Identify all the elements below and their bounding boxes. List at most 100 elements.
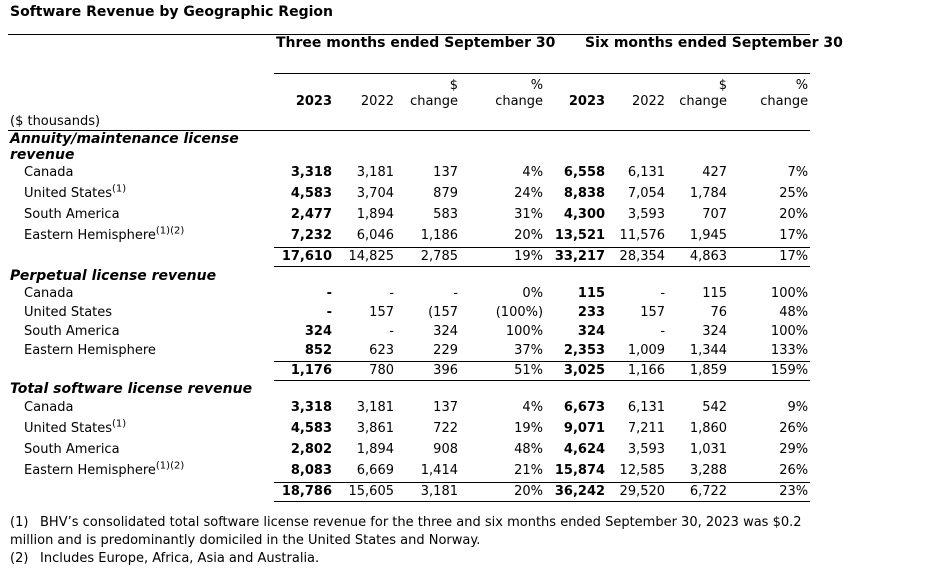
table-cell: 115 <box>702 286 728 301</box>
table-cell: 26% <box>779 420 809 436</box>
col-dollar-change-three: $ change <box>396 73 460 110</box>
table-row: United States(1) 4,583 3,704 879 24% 8,838 7,0… <box>8 182 810 205</box>
table-cell: 4,624 <box>563 441 606 457</box>
table-cell: 324 <box>304 324 332 339</box>
row-label: Eastern Hemisphere <box>24 343 156 359</box>
unit-row: ($ thousands) <box>8 110 810 131</box>
total-cell: 17,610 <box>274 247 334 267</box>
total-cell: 33,217 <box>545 247 608 267</box>
table-cell: 6,558 <box>563 164 606 180</box>
total-cell: 19% <box>460 247 546 267</box>
table-cell: 324 <box>433 324 458 339</box>
total-row: 18,786 15,605 3,181 20% 36,242 29,520 6,722 23% <box>8 482 811 502</box>
table-cell: 7,232 <box>274 224 334 248</box>
table-cell: 24% <box>514 185 544 201</box>
row-label: South America <box>24 206 120 222</box>
total-cell: 28,354 <box>607 247 668 267</box>
table-cell: 233 <box>577 305 606 320</box>
table-cell: 157 <box>369 305 394 320</box>
footnote-mark: (2) <box>10 551 29 566</box>
table-row: Canada 3,318 3,181 137 4% 6,673 6,131 542 9% <box>8 398 810 417</box>
table-cell: 1,344 <box>667 341 730 362</box>
table-cell: 623 <box>334 341 396 362</box>
table-cell: 879 <box>433 185 458 201</box>
table-cell: 229 <box>396 341 460 362</box>
footnote-reference: (1) <box>112 183 127 195</box>
table-cell: 4% <box>522 164 544 180</box>
table-cell: 427 <box>702 164 728 180</box>
table-cell: 76 <box>710 305 728 320</box>
period-three-months: Three months ended September 30 <box>274 34 555 74</box>
table-cell: 1,784 <box>689 185 728 201</box>
footnote-text: BHV’s consolidated total software licens… <box>10 515 802 548</box>
footnote: (2) Includes Europe, Africa, Asia and Aus… <box>10 550 810 568</box>
row-label: South America <box>24 441 120 457</box>
table-cell: - <box>389 286 394 301</box>
footnote-reference: (1) <box>112 418 127 430</box>
software-revenue-table: Three months ended September 30 Six mont… <box>8 34 843 502</box>
table-cell: 722 <box>433 420 458 436</box>
table-cell: 29% <box>779 441 809 457</box>
table-cell: 908 <box>433 441 458 457</box>
total-cell: 1,166 <box>607 361 668 381</box>
table-cell: 8,838 <box>563 185 606 201</box>
total-cell: 4,863 <box>667 247 730 267</box>
table-cell: - <box>453 286 458 301</box>
table-row: Canada 3,318 3,181 137 4% 6,558 6,131 427 7% <box>8 163 810 182</box>
table-cell: 48% <box>779 305 809 320</box>
footnote-text: Includes Europe, Africa, Asia and Austra… <box>40 551 320 566</box>
table-cell: 583 <box>433 206 458 222</box>
table-cell: - <box>660 286 666 301</box>
total-cell: 15,605 <box>334 482 396 502</box>
table-cell: 1,186 <box>396 224 460 248</box>
period-six-months: Six months ended September 30 <box>545 34 843 74</box>
table-cell: 3,593 <box>627 206 666 222</box>
footnotes: (1) BHV’s consolidated total software lic… <box>10 514 810 568</box>
table-cell: 7% <box>787 164 809 180</box>
table-cell: 3,181 <box>356 399 394 415</box>
table-cell: 324 <box>702 324 728 339</box>
table-cell: (157 <box>428 305 458 320</box>
total-cell: 2,785 <box>396 247 460 267</box>
table-cell: 25% <box>779 185 809 201</box>
total-row: 17,610 14,825 2,785 19% 33,217 28,354 4,863 17% <box>8 247 811 267</box>
col-2022-six: 2022 <box>607 73 668 110</box>
total-row: 1,176 780 396 51% 3,025 1,166 1,859 159% <box>8 361 811 381</box>
table-row: South America 324 - 324 100% 324 - 324 100% <box>8 323 810 342</box>
table-cell: 31% <box>514 206 544 222</box>
footnote-mark: (1) <box>10 515 29 530</box>
total-cell: 396 <box>396 361 460 381</box>
section-label: Perpetual license revenue <box>10 267 217 284</box>
table-cell: 707 <box>702 206 728 222</box>
period-header-row: Three months ended September 30 Six mont… <box>8 34 843 74</box>
table-cell: 6,669 <box>334 459 396 483</box>
table-cell: 3,704 <box>356 185 394 201</box>
col-2022-three: 2022 <box>334 73 396 110</box>
total-cell: 6,722 <box>667 482 730 502</box>
table-cell: 4,300 <box>563 206 606 222</box>
col-2023-six: 2023 <box>545 73 608 110</box>
total-cell: 36,242 <box>545 482 608 502</box>
table-cell: 26% <box>729 459 811 483</box>
section-label: Annuity/maintenance license revenue <box>8 130 274 163</box>
footnote-reference: (1)(2) <box>155 460 185 472</box>
table-cell: (100%) <box>495 305 544 320</box>
table-cell: 115 <box>577 286 606 301</box>
table-cell: 1,894 <box>356 441 394 457</box>
table-cell: 9% <box>787 399 809 415</box>
table-cell: 6,131 <box>627 399 666 415</box>
table-cell: - <box>660 324 666 339</box>
table-body: Three months ended September 30 Six mont… <box>8 34 843 502</box>
table-cell: - <box>326 305 332 320</box>
row-label: Canada <box>24 399 74 415</box>
total-cell: 23% <box>729 482 811 502</box>
table-cell: 157 <box>640 305 666 320</box>
table-cell: 1,031 <box>689 441 728 457</box>
table-cell: 2,802 <box>290 441 332 457</box>
row-label: United States(1) <box>24 183 127 201</box>
table-row: United States - 157 (157 (100%) 233 157 76 48% <box>8 304 810 323</box>
table-cell: 100% <box>770 286 809 301</box>
table-cell: 1,414 <box>396 459 460 483</box>
section-header-row: Annuity/maintenance license revenue <box>8 130 811 163</box>
section-header-row: Perpetual license revenue <box>8 267 810 285</box>
